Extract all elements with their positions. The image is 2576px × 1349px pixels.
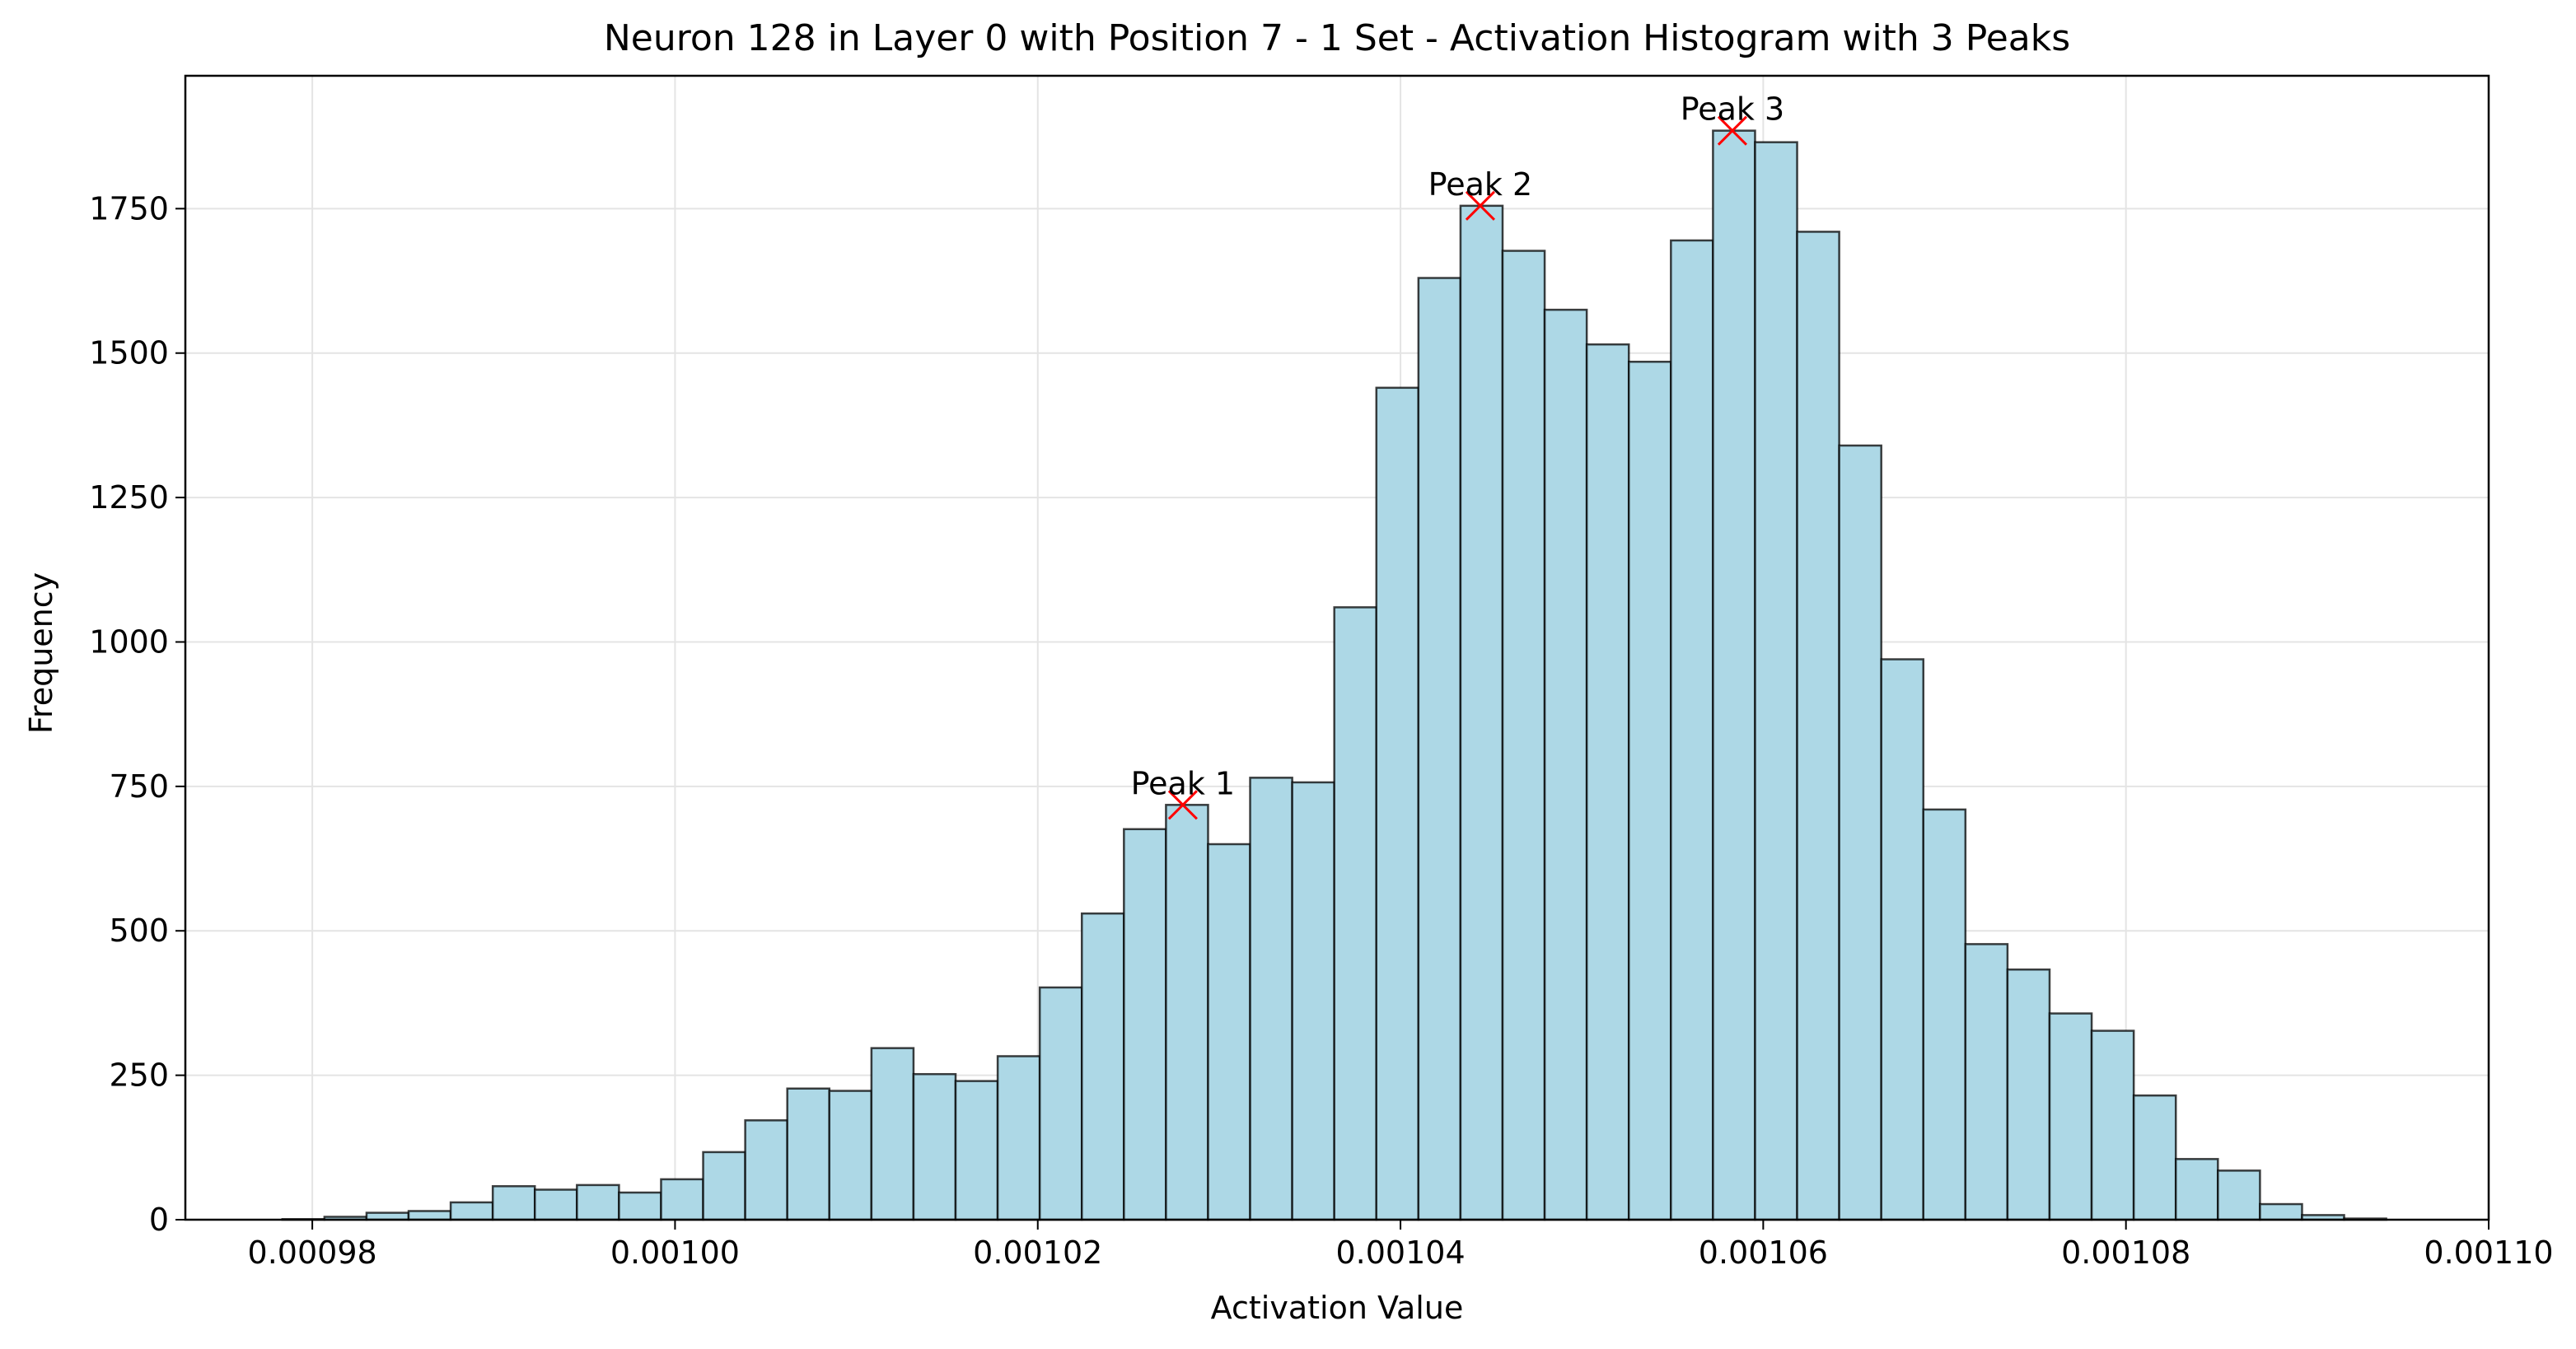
histogram-bar [2174,1158,2219,1221]
y-tick-label: 250 [109,1057,169,1094]
histogram-bar [1207,843,1251,1221]
histogram-bar [996,1055,1041,1221]
histogram-bar [1796,231,1840,1221]
histogram-bar [1627,361,1672,1221]
histogram-bar [1922,808,1967,1221]
histogram-bar [1417,277,1462,1221]
peak-markers: Peak 1 Peak 2 Peak 3 [1131,91,1785,820]
histogram-bar [1080,912,1125,1221]
histogram-bar [954,1080,999,1221]
x-tick-label: 0.00098 [248,1235,377,1271]
y-tick-label: 1750 [89,190,169,226]
histogram-bar [407,1210,452,1221]
y-tick-label: 0 [149,1202,169,1238]
peak-marker [1167,790,1198,820]
histogram-bar [533,1188,578,1221]
histogram-bar [1838,444,1882,1221]
histogram-bar [576,1183,620,1221]
histogram-bar [912,1072,957,1221]
x-axis-label: Activation Value [1211,1290,1464,1326]
x-tick-label: 0.00108 [2061,1235,2190,1271]
histogram-bar [1754,141,1798,1221]
y-tick-label: 750 [109,768,169,805]
histogram-bar [2006,968,2051,1221]
x-tick-label: 0.00106 [1699,1235,1828,1271]
y-axis-ticks: 0 250 500 750 1000 1250 1500 1750 [89,190,185,1238]
peak-label: Peak 2 [1428,166,1533,203]
histogram-bar [1670,239,1714,1221]
histogram-bar [1585,343,1630,1221]
histogram-bar [2048,1012,2093,1221]
x-tick-label: 0.00102 [973,1235,1102,1271]
peak-label: Peak 3 [1681,91,1785,128]
histogram-bar [1249,777,1293,1221]
histogram-bar [1333,606,1378,1221]
histogram-bar [828,1090,873,1221]
histogram-bar [491,1185,536,1221]
x-axis-ticks: 0.00098 0.00100 0.00102 0.00104 0.00106 0.001… [248,1220,2554,1271]
y-axis-label: Frequency [23,572,59,734]
histogram-bar [2217,1169,2261,1221]
histogram-bar [2090,1029,2135,1221]
histogram-bar [786,1087,831,1221]
histogram-bars [281,129,2387,1221]
histogram-bar [870,1047,915,1221]
histogram-bar [1459,204,1504,1221]
histogram-bar [1501,250,1546,1221]
y-tick-label: 1250 [89,479,169,516]
histogram-bar [449,1201,494,1221]
peak-marker [1717,115,1748,146]
x-tick-label: 0.00110 [2424,1235,2553,1271]
histogram-bar [2132,1094,2177,1221]
histogram-bar [1964,943,2009,1221]
peak-label: Peak 1 [1131,765,1236,801]
histogram-bar [1712,129,1756,1221]
histogram-bar [660,1178,704,1221]
histogram-bar [1038,986,1083,1221]
histogram-bar [2259,1202,2303,1221]
y-tick-label: 1000 [89,623,169,660]
histogram-bar [365,1211,410,1221]
histogram-bar [1375,386,1420,1221]
x-tick-label: 0.00100 [610,1235,740,1271]
chart-title: Neuron 128 in Layer 0 with Position 7 - … [604,17,2070,59]
y-tick-label: 500 [109,913,169,949]
plot-frame [184,74,2490,1221]
y-tick-label: 1500 [89,335,169,371]
histogram-bar [1165,804,1209,1221]
histogram-bar [744,1119,788,1221]
peak-marker [1465,190,1495,221]
histogram-bar [702,1151,746,1221]
histogram-bar [1291,781,1335,1221]
histogram-bar [1123,828,1167,1221]
histogram-bar [1880,658,1925,1221]
histogram-bar [1543,308,1588,1221]
x-tick-label: 0.00104 [1335,1235,1465,1271]
histogram-bar [618,1191,662,1221]
